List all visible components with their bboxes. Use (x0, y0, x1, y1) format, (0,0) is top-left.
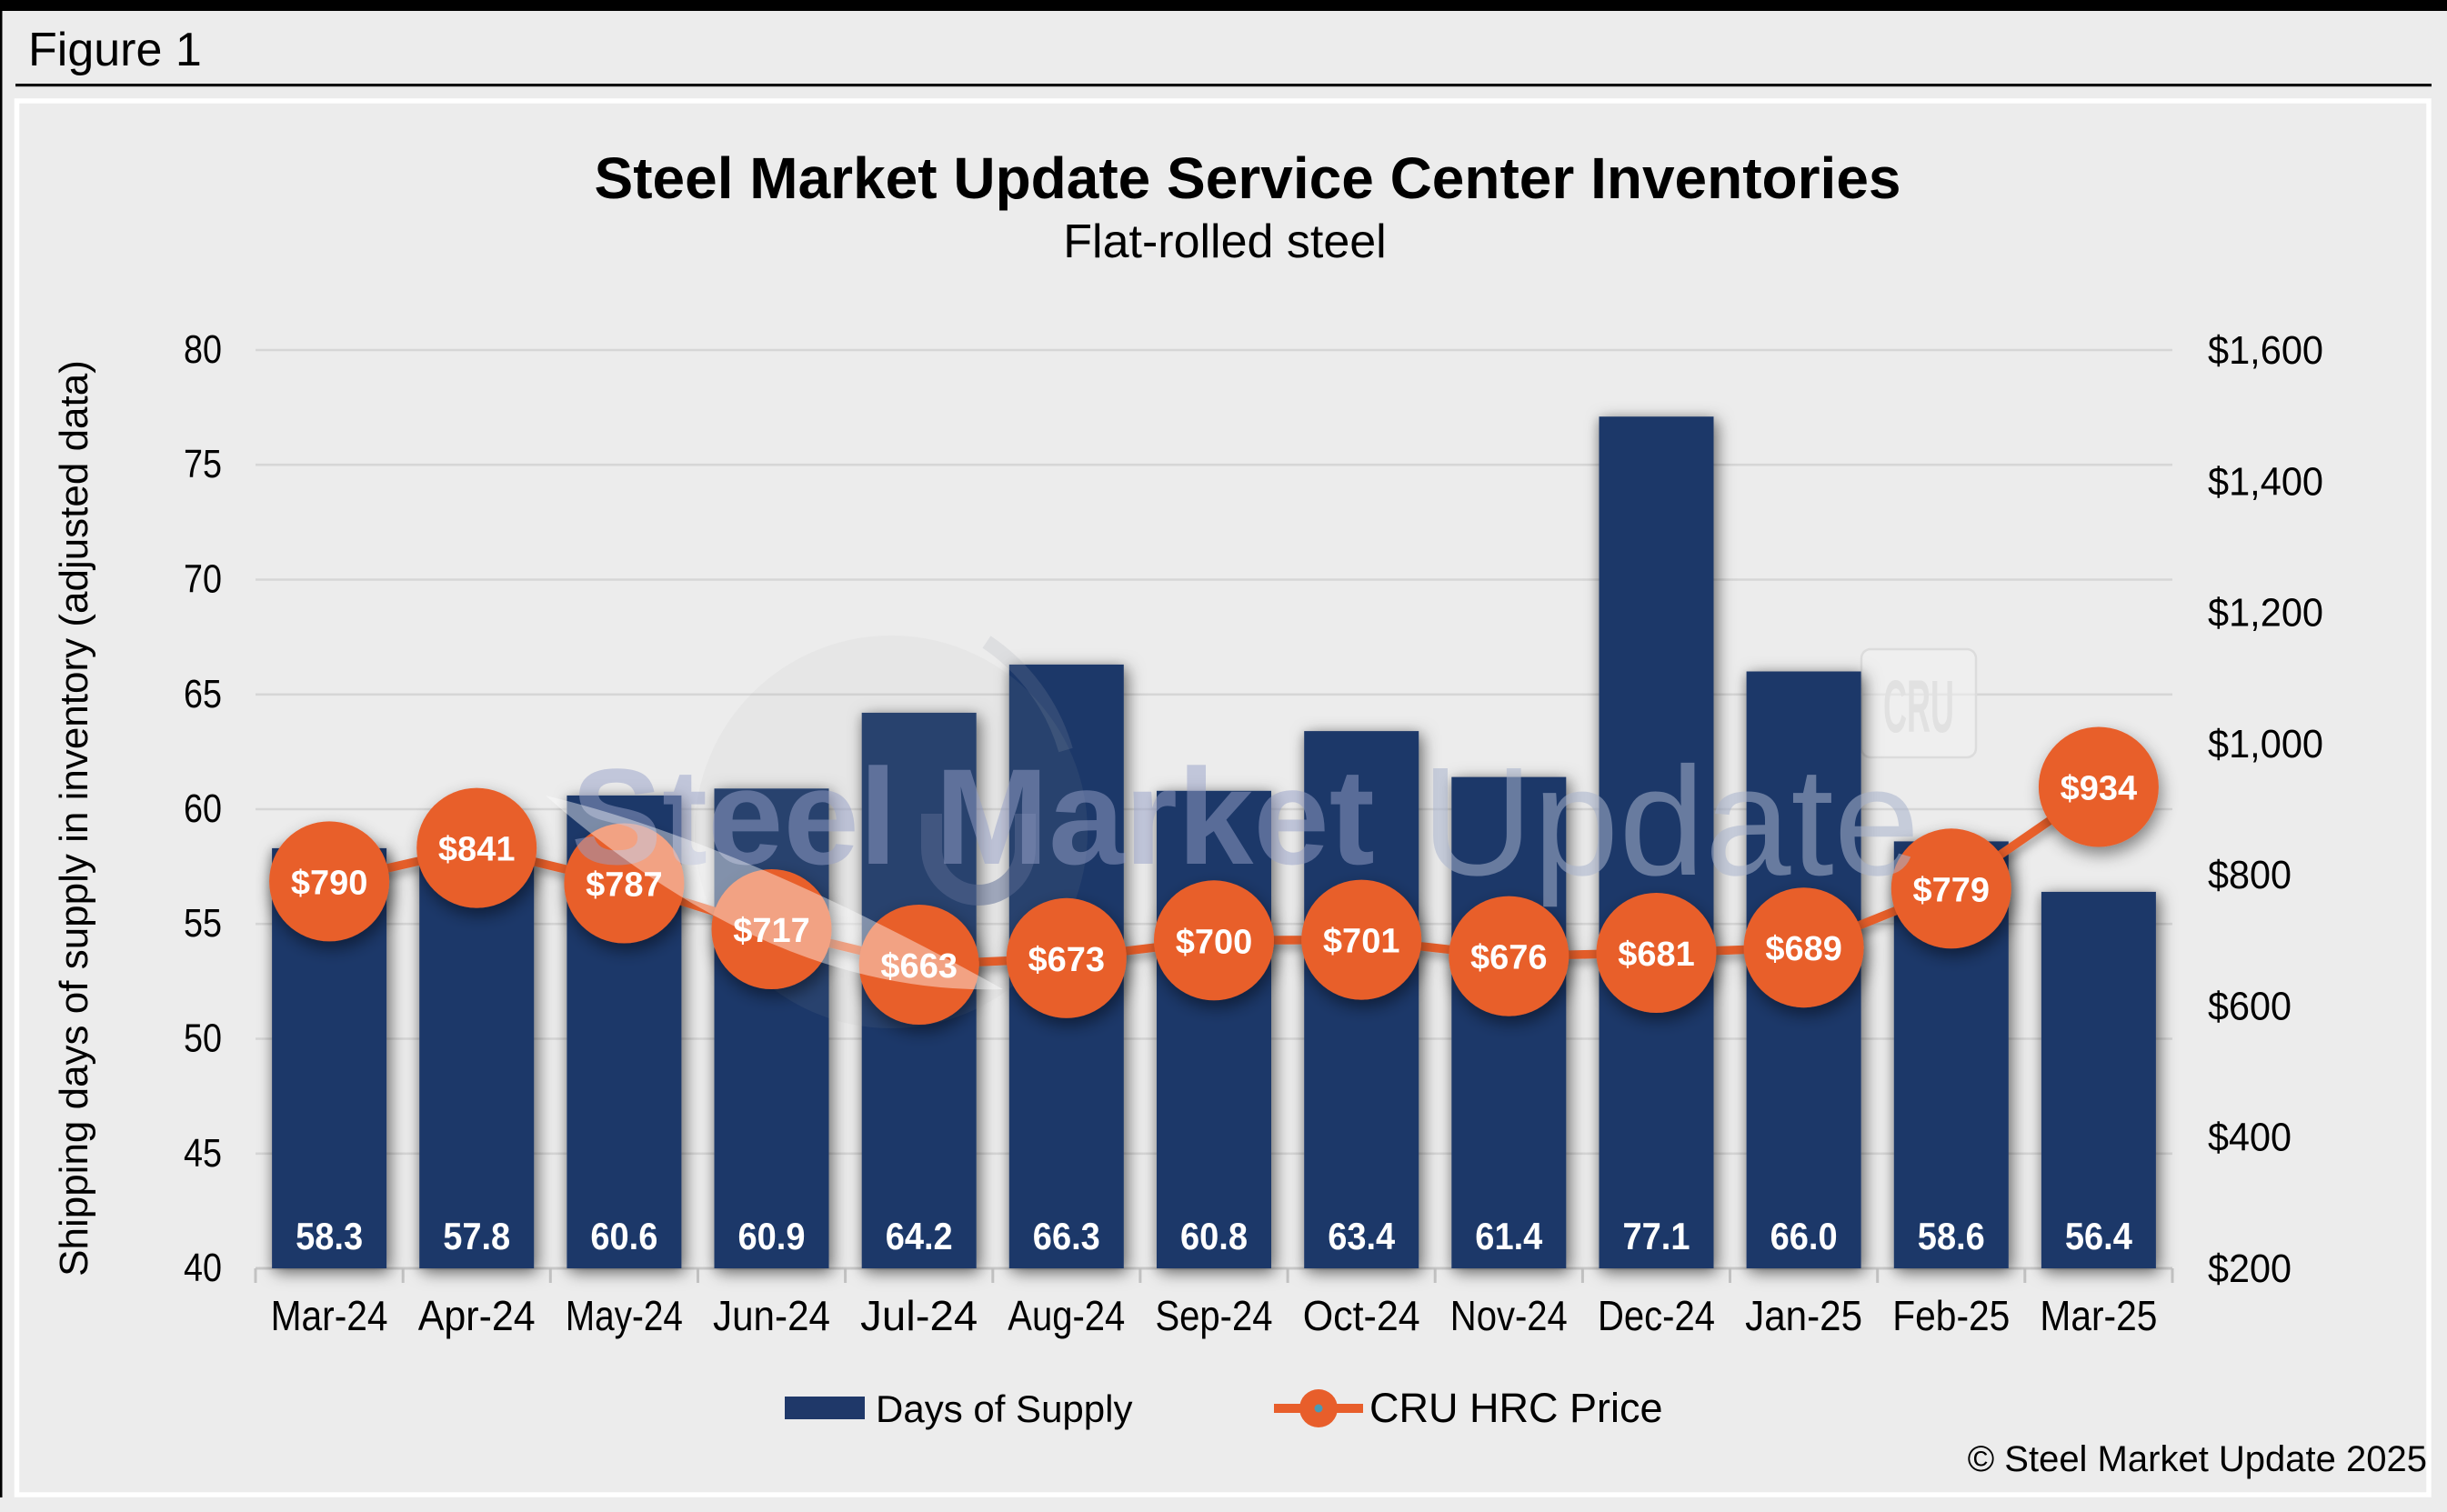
svg-text:61.4: 61.4 (1475, 1215, 1543, 1257)
svg-text:$1,200: $1,200 (2208, 591, 2323, 636)
svg-text:66.3: 66.3 (1033, 1215, 1100, 1257)
svg-text:$701: $701 (1323, 923, 1400, 961)
svg-text:58.3: 58.3 (296, 1215, 363, 1257)
svg-text:77.1: 77.1 (1623, 1215, 1690, 1257)
svg-text:$400: $400 (2208, 1116, 2292, 1160)
svg-text:45: 45 (184, 1131, 222, 1176)
svg-text:60.8: 60.8 (1180, 1215, 1248, 1257)
svg-text:40: 40 (184, 1246, 222, 1290)
svg-text:Days of Supply: Days of Supply (876, 1387, 1132, 1430)
svg-text:Apr-24: Apr-24 (418, 1292, 536, 1339)
svg-text:Shipping days of supply in inv: Shipping days of supply in inventory (ad… (52, 360, 96, 1277)
svg-text:50: 50 (184, 1016, 222, 1061)
svg-text:$200: $200 (2208, 1247, 2292, 1291)
svg-text:Sep-24: Sep-24 (1156, 1292, 1273, 1339)
svg-text:$934: $934 (2061, 770, 2138, 808)
svg-text:Steel Market: Steel Market (571, 740, 1375, 893)
svg-text:$1,600: $1,600 (2208, 328, 2323, 373)
svg-text:60: 60 (184, 786, 222, 831)
svg-text:$689: $689 (1765, 930, 1842, 968)
svg-text:$673: $673 (1028, 941, 1106, 979)
svg-text:Update: Update (1421, 736, 1920, 908)
svg-text:Mar-24: Mar-24 (271, 1292, 388, 1339)
svg-text:56.4: 56.4 (2065, 1215, 2133, 1257)
svg-text:$663: $663 (880, 947, 958, 986)
svg-text:$790: $790 (291, 864, 368, 902)
svg-text:CRU: CRU (1883, 666, 1954, 748)
svg-text:Steel Market Update Service Ce: Steel Market Update Service Center Inven… (595, 145, 1901, 211)
svg-text:$800: $800 (2208, 853, 2292, 897)
svg-text:Feb-25: Feb-25 (1892, 1292, 2010, 1339)
svg-text:70: 70 (184, 557, 222, 602)
svg-text:Oct-24: Oct-24 (1303, 1292, 1420, 1339)
svg-text:Mar-25: Mar-25 (2040, 1292, 2157, 1339)
svg-text:Jul-24: Jul-24 (860, 1292, 978, 1339)
svg-text:© Steel Market Update 2025: © Steel Market Update 2025 (1968, 1439, 2427, 1479)
svg-text:64.2: 64.2 (886, 1215, 953, 1257)
svg-text:Jan-25: Jan-25 (1745, 1292, 1862, 1339)
svg-text:80: 80 (184, 327, 222, 372)
svg-text:$1,000: $1,000 (2208, 722, 2323, 766)
svg-text:63.4: 63.4 (1328, 1215, 1396, 1257)
svg-text:$1,400: $1,400 (2208, 459, 2323, 504)
svg-text:$841: $841 (438, 831, 516, 869)
svg-text:55: 55 (184, 901, 222, 946)
svg-text:$787: $787 (586, 866, 663, 905)
svg-text:Jun-24: Jun-24 (713, 1292, 830, 1339)
svg-text:$779: $779 (1913, 871, 1991, 909)
svg-text:$700: $700 (1176, 923, 1253, 961)
svg-text:CRU HRC Price: CRU HRC Price (1369, 1385, 1663, 1431)
svg-text:$717: $717 (733, 912, 810, 950)
svg-text:Nov-24: Nov-24 (1450, 1292, 1568, 1339)
svg-text:Figure 1: Figure 1 (28, 24, 202, 76)
svg-text:75: 75 (184, 442, 222, 486)
svg-text:$676: $676 (1470, 939, 1548, 977)
svg-text:65: 65 (184, 672, 222, 716)
svg-text:$600: $600 (2208, 984, 2292, 1028)
svg-text:Flat-rolled steel: Flat-rolled steel (1063, 215, 1386, 268)
svg-text:66.0: 66.0 (1770, 1215, 1838, 1257)
svg-text:60.6: 60.6 (590, 1215, 657, 1257)
svg-text:May-24: May-24 (566, 1292, 683, 1339)
svg-text:60.9: 60.9 (738, 1215, 806, 1257)
svg-text:57.8: 57.8 (443, 1215, 510, 1257)
svg-text:$681: $681 (1618, 936, 1695, 974)
svg-text:Dec-24: Dec-24 (1598, 1292, 1715, 1339)
svg-text:Aug-24: Aug-24 (1008, 1292, 1125, 1339)
svg-text:58.6: 58.6 (1918, 1215, 1985, 1257)
